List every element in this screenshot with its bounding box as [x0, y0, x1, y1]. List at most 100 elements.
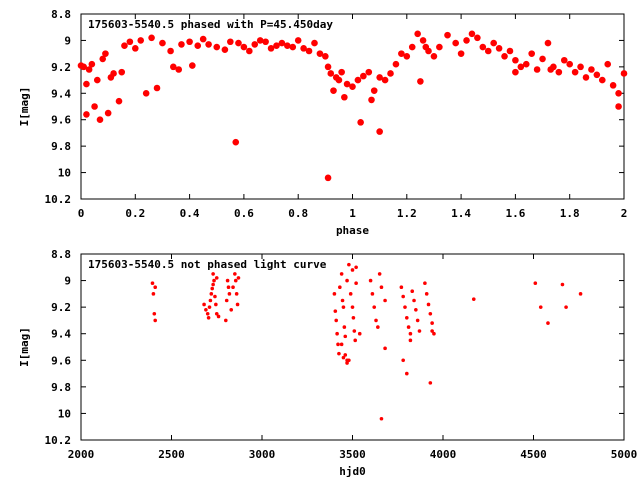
data-point [186, 38, 193, 46]
data-point [370, 292, 375, 296]
y-tick-label: 9.8 [51, 140, 71, 153]
x-tick-label: 1.2 [397, 207, 417, 220]
data-point [311, 39, 318, 47]
data-point [213, 43, 221, 51]
data-point [267, 45, 275, 52]
data-point [137, 37, 145, 44]
x-tick-label: 0.8 [288, 207, 308, 220]
data-point [370, 87, 378, 94]
data-point [405, 315, 409, 320]
data-point [347, 262, 351, 267]
data-point [153, 84, 161, 92]
x-tick-label: 0.4 [180, 207, 200, 220]
data-point [337, 351, 341, 356]
data-point [479, 43, 487, 51]
data-point [327, 70, 335, 77]
x-tick-label: 1.8 [560, 207, 580, 220]
data-point [381, 76, 389, 84]
data-point [387, 70, 394, 77]
data-point [350, 305, 355, 309]
data-point [512, 56, 519, 64]
y-tick-label: 8.8 [51, 248, 71, 261]
data-point [615, 89, 622, 97]
data-point [343, 334, 348, 339]
data-point [564, 305, 568, 309]
data-point [115, 97, 123, 105]
y-tick-label: 10 [58, 407, 71, 420]
data-point [604, 60, 612, 68]
data-point [415, 318, 420, 323]
data-point [214, 276, 219, 280]
data-point [620, 70, 628, 77]
data-point [452, 39, 459, 47]
data-point [615, 103, 622, 110]
data-point [207, 305, 212, 309]
data-point [93, 76, 101, 84]
data-point [365, 68, 373, 76]
data-point [332, 292, 337, 296]
data-point [83, 111, 90, 118]
data-point [204, 308, 208, 312]
data-point [213, 294, 217, 299]
data-point [343, 80, 351, 88]
y-tick-label: 10.2 [45, 434, 72, 447]
data-point [205, 311, 210, 316]
data-point [289, 43, 297, 51]
data-point [211, 272, 215, 276]
data-point [417, 78, 424, 85]
data-point [539, 55, 546, 63]
data-point [544, 39, 552, 47]
data-point [208, 298, 213, 303]
data-point [199, 35, 207, 43]
data-point [210, 286, 215, 291]
chart-title: 175603-5540.5 not phased light curve [88, 258, 327, 271]
data-point [99, 55, 107, 63]
data-point [428, 311, 433, 316]
data-point [457, 50, 465, 57]
data-point [167, 47, 174, 55]
data-point [578, 292, 583, 296]
x-tick-label: 2 [621, 207, 628, 220]
data-point [262, 38, 269, 46]
data-point [383, 298, 387, 303]
data-point [501, 52, 508, 60]
data-point [426, 302, 431, 307]
data-point [121, 42, 128, 50]
data-point [422, 43, 430, 51]
data-point [354, 76, 362, 84]
data-point [609, 82, 617, 89]
data-point [408, 43, 416, 51]
x-tick-label: 1 [349, 207, 356, 220]
data-point [88, 60, 96, 68]
data-point [284, 42, 291, 50]
data-point [528, 50, 535, 57]
data-point [399, 285, 404, 290]
data-point [408, 331, 413, 336]
data-point [246, 47, 253, 55]
x-axis-label: hjd0 [339, 465, 366, 478]
data-point [340, 298, 345, 303]
data-point [401, 358, 405, 363]
data-point [474, 34, 481, 42]
data-point [236, 276, 241, 280]
data-point [377, 272, 382, 276]
data-point [209, 292, 214, 296]
data-point [85, 66, 93, 73]
data-point [463, 37, 470, 44]
data-point [379, 285, 384, 290]
data-point [159, 39, 166, 47]
data-point [533, 281, 538, 286]
x-tick-label: 3000 [249, 448, 276, 461]
data-point [512, 68, 519, 76]
data-point [322, 52, 329, 60]
data-point [142, 89, 150, 97]
data-point [598, 76, 606, 84]
data-point [403, 305, 407, 309]
data-point [338, 68, 345, 76]
data-point [226, 285, 231, 290]
data-point [336, 342, 340, 347]
data-point [490, 39, 497, 47]
data-point [506, 47, 514, 55]
data-point [444, 31, 451, 39]
